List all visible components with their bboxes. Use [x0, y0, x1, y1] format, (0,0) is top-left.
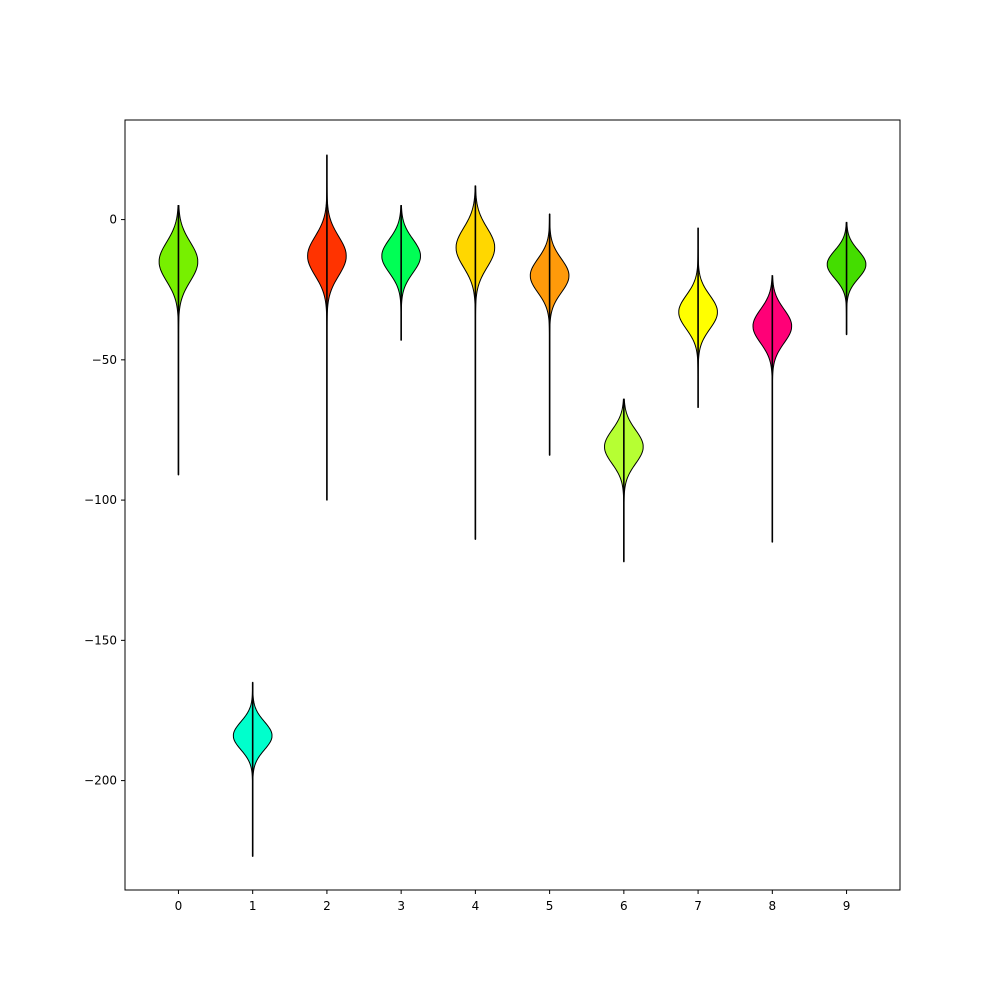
violin-3 — [381, 205, 421, 341]
violin-2 — [307, 154, 347, 501]
x-tick-label: 8 — [768, 899, 776, 913]
x-tick-label: 9 — [843, 899, 851, 913]
x-tick-label: 4 — [472, 899, 480, 913]
violin-6 — [604, 398, 644, 563]
violin-8 — [752, 275, 793, 543]
x-tick-label: 5 — [546, 899, 554, 913]
violin-0 — [158, 205, 199, 476]
x-tick-label: 2 — [323, 899, 331, 913]
y-tick-label: 0 — [109, 213, 117, 227]
x-tick-label: 0 — [175, 899, 183, 913]
y-tick-label: −50 — [92, 353, 117, 367]
x-tick-label: 6 — [620, 899, 628, 913]
violin-1 — [232, 681, 273, 857]
violin-7 — [678, 227, 718, 409]
x-tick-label: 1 — [249, 899, 257, 913]
x-axis: 0 1 2 3 4 5 6 7 8 9 — [175, 890, 851, 913]
y-tick-label: −100 — [84, 493, 117, 507]
violin-5 — [529, 213, 570, 456]
plot-area-frame — [124, 119, 901, 891]
violins-layer — [158, 154, 867, 857]
x-tick-label: 3 — [397, 899, 405, 913]
violin-9 — [826, 221, 867, 336]
violin-4 — [455, 185, 496, 540]
x-tick-label: 7 — [694, 899, 702, 913]
y-tick-label: −200 — [84, 774, 117, 788]
y-tick-label: −150 — [84, 633, 117, 647]
y-axis: 0 −50 −100 −150 −200 — [84, 213, 125, 788]
